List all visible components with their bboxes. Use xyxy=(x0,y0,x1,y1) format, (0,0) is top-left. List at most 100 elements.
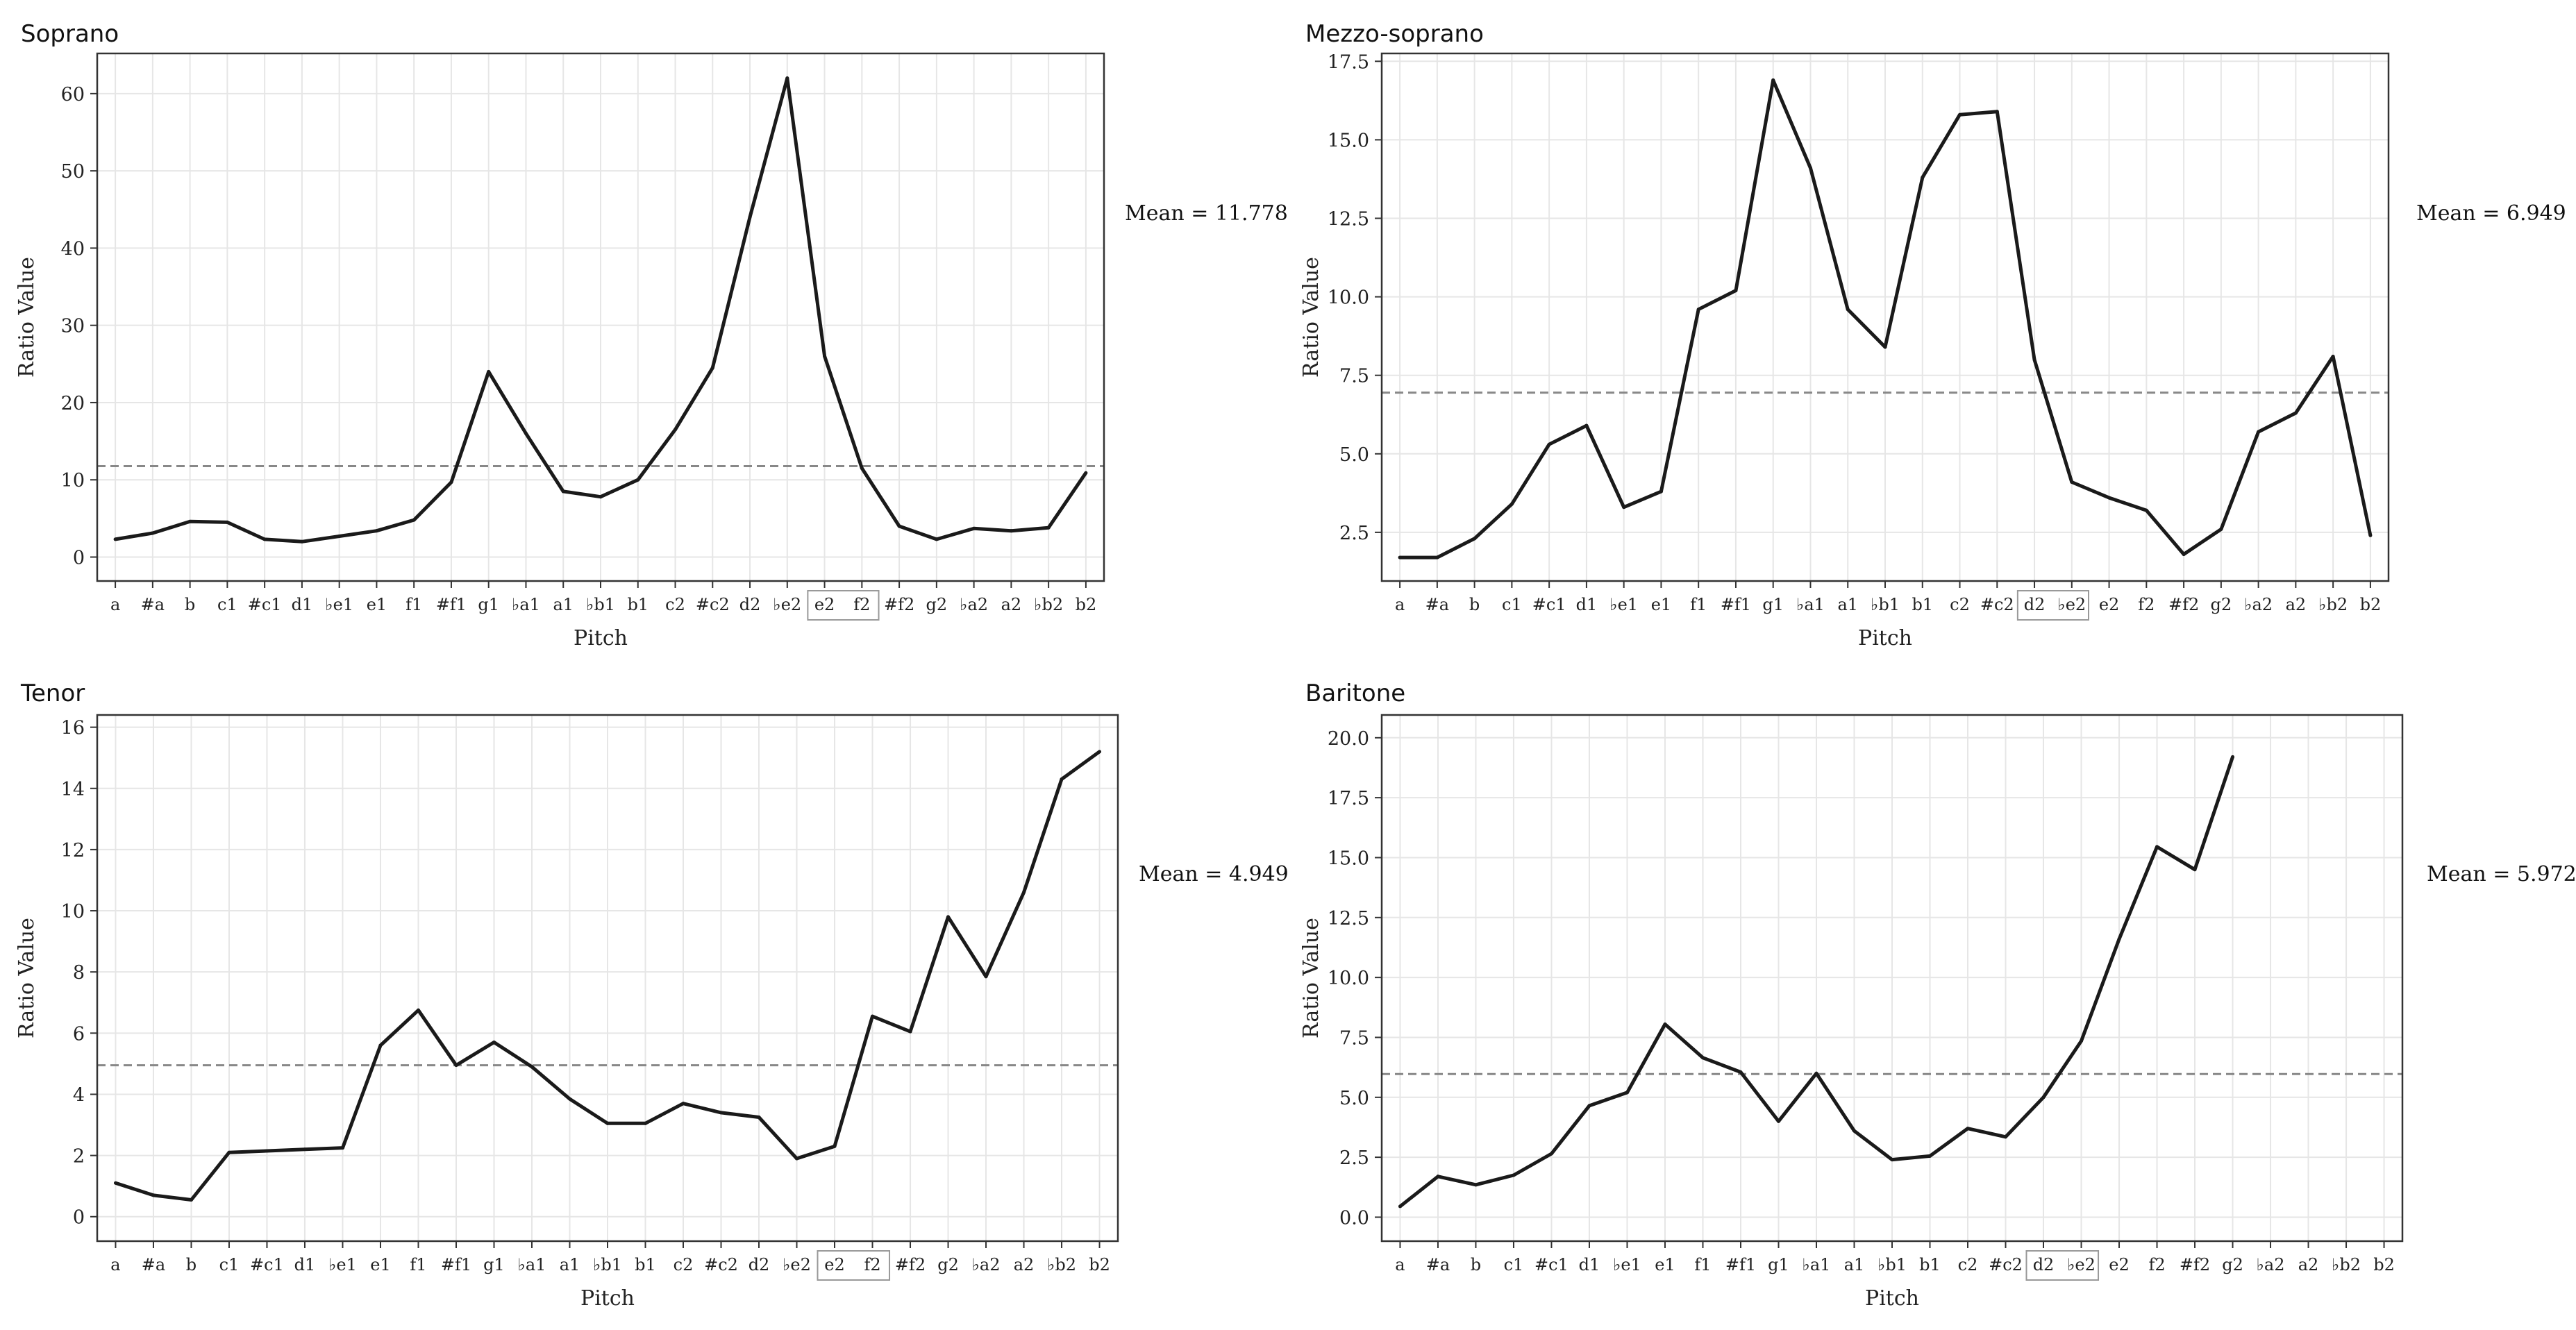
data-point xyxy=(1022,891,1026,895)
x-tick-label: #c2 xyxy=(1980,595,2014,614)
x-tick-label: b xyxy=(1469,595,1480,614)
y-tick-label: 15.0 xyxy=(1328,848,1369,869)
data-point xyxy=(1966,1127,1970,1131)
data-point xyxy=(1625,1091,1629,1095)
data-point xyxy=(2107,496,2111,500)
grid xyxy=(97,53,1104,581)
x-tick-label: d1 xyxy=(1576,595,1598,614)
x-tick-label: #f2 xyxy=(2168,595,2199,614)
data-point xyxy=(113,537,117,541)
x-tick-label: b1 xyxy=(1912,595,1933,614)
data-point xyxy=(644,1121,648,1125)
data-point xyxy=(1814,1071,1818,1075)
y-tick-label: 7.5 xyxy=(1339,1027,1369,1049)
x-tick-label: e1 xyxy=(370,1255,390,1274)
data-point xyxy=(833,1144,837,1148)
x-axis-label: Pitch xyxy=(580,1286,635,1311)
y-axis-label: Ratio Value xyxy=(1299,257,1323,378)
x-tick-label: ♭b1 xyxy=(1877,1255,1907,1274)
x-tick-label: ♭b2 xyxy=(2332,1255,2361,1274)
x-tick-label: ♭b2 xyxy=(1047,1255,1076,1274)
x-tick-label: ♭b1 xyxy=(586,595,615,614)
panel-title: Tenor xyxy=(20,680,85,707)
x-tick-label: e2 xyxy=(2099,595,2119,614)
data-point xyxy=(1398,1204,1402,1209)
data-point xyxy=(1659,489,1663,494)
data-point xyxy=(340,1146,344,1150)
y-tick-label: 2.5 xyxy=(1339,523,1369,544)
x-tick-label: f2 xyxy=(2138,595,2155,614)
x-tick-label: d2 xyxy=(2024,595,2046,614)
x-tick-label: f1 xyxy=(410,1255,426,1274)
x-tick-label: g2 xyxy=(2211,595,2232,614)
data-point xyxy=(2144,508,2148,512)
x-tick-label: ♭b1 xyxy=(593,1255,622,1274)
data-point xyxy=(151,531,155,535)
x-tick-label: c1 xyxy=(1504,1255,1524,1274)
data-point xyxy=(908,1029,912,1034)
mean-annotation: Mean = 11.778 xyxy=(1125,201,1288,226)
x-tick-label: d1 xyxy=(292,595,313,614)
data-point xyxy=(524,431,528,435)
data-point xyxy=(719,1111,724,1115)
data-point xyxy=(2293,411,2298,415)
y-axis-label: Ratio Value xyxy=(15,257,39,378)
data-point xyxy=(1808,166,1812,170)
data-point xyxy=(189,1198,193,1202)
x-tick-label: e2 xyxy=(2109,1255,2129,1274)
y-tick-label: 10 xyxy=(61,470,85,491)
data-point xyxy=(2004,1135,2008,1139)
data-point xyxy=(1587,1104,1591,1108)
y-tick-label: 8 xyxy=(73,962,85,984)
x-tick-label: #f2 xyxy=(2180,1255,2210,1274)
data-point xyxy=(225,520,229,524)
data-point xyxy=(262,537,267,541)
data-point xyxy=(860,466,864,471)
data-point xyxy=(674,428,678,432)
x-tick-label: a2 xyxy=(2286,595,2307,614)
y-tick-label: 20 xyxy=(61,393,85,414)
x-tick-label: #c1 xyxy=(1534,1255,1569,1274)
x-tick-label: b2 xyxy=(2360,595,2382,614)
x-tick-label: g2 xyxy=(2222,1255,2243,1274)
x-tick-label: f2 xyxy=(853,595,870,614)
x-axis-label: Pitch xyxy=(574,626,628,650)
data-point xyxy=(972,526,976,530)
x-tick-label: ♭a1 xyxy=(518,1255,546,1274)
x-tick-label: g1 xyxy=(478,595,499,614)
y-tick-label: 6 xyxy=(73,1023,85,1045)
y-tick-label: 10.0 xyxy=(1328,287,1369,309)
data-point xyxy=(1958,112,1962,117)
x-tick-label: g1 xyxy=(1768,1255,1789,1274)
data-point xyxy=(1995,110,1999,114)
x-tick-label: b1 xyxy=(627,595,649,614)
data-point xyxy=(795,1156,799,1161)
data-point xyxy=(113,1181,117,1185)
y-tick-label: 17.5 xyxy=(1328,51,1369,73)
data-point xyxy=(1509,502,1514,506)
y-tick-label: 10 xyxy=(61,901,85,923)
x-tick-label: e1 xyxy=(1651,595,1671,614)
x-tick-label: c1 xyxy=(1502,595,1522,614)
data-point xyxy=(897,524,901,528)
data-point xyxy=(1436,1175,1440,1179)
highlight-box xyxy=(2016,590,2090,621)
chart-panel-2: 0 2 4 6 8 10 12 14 16 a #a b c1 #c1 d1 ♭e1 e1 f1 #f1 g1 ♭a1 a… xyxy=(15,680,1289,1311)
x-tick-label: b1 xyxy=(635,1255,656,1274)
y-tick-label: 12 xyxy=(61,840,85,861)
x-tick-label: ♭e1 xyxy=(1609,595,1638,614)
data-point xyxy=(1700,1056,1705,1060)
x-tick-label: ♭a2 xyxy=(2244,595,2273,614)
x-tick-label: #f1 xyxy=(1725,1255,1756,1274)
mean-annotation: Mean = 4.949 xyxy=(1139,862,1289,886)
x-tick-label: f1 xyxy=(1694,1255,1711,1274)
data-point xyxy=(1921,176,1925,180)
data-point xyxy=(1663,1022,1667,1026)
data-point xyxy=(1696,308,1700,312)
data-point xyxy=(378,1043,383,1047)
x-tick-label: a xyxy=(110,595,120,614)
x-tick-label: #f1 xyxy=(441,1255,471,1274)
x-tick-label: ♭a2 xyxy=(2257,1255,2285,1274)
data-point xyxy=(757,1116,761,1120)
y-tick-label: 0 xyxy=(73,548,85,569)
